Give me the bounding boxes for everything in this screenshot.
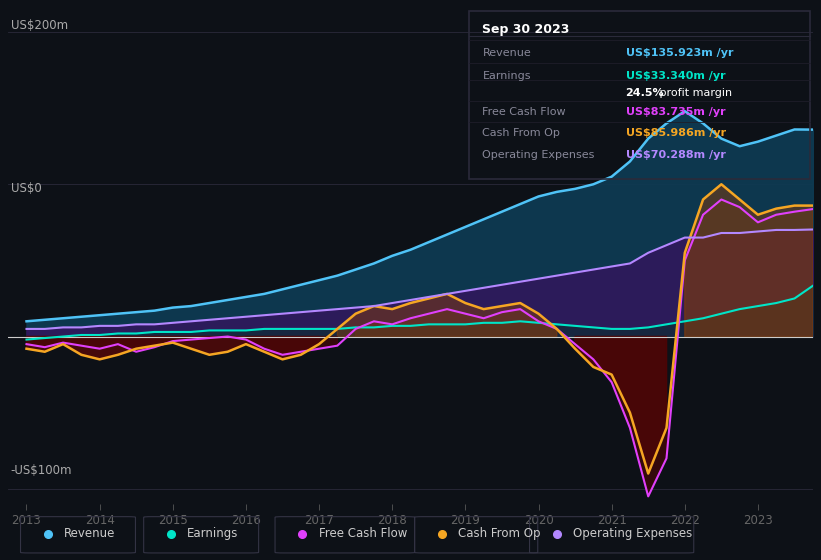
Text: Cash From Op: Cash From Op — [458, 528, 540, 540]
Text: profit margin: profit margin — [656, 88, 732, 97]
Text: Revenue: Revenue — [483, 48, 531, 58]
Text: Operating Expenses: Operating Expenses — [483, 150, 594, 160]
Text: Revenue: Revenue — [64, 528, 116, 540]
Text: Cash From Op: Cash From Op — [483, 128, 560, 138]
Text: Earnings: Earnings — [187, 528, 239, 540]
Text: US$135.923m /yr: US$135.923m /yr — [626, 48, 733, 58]
Text: US$70.288m /yr: US$70.288m /yr — [626, 150, 726, 160]
Text: Earnings: Earnings — [483, 71, 531, 81]
Text: US$83.735m /yr: US$83.735m /yr — [626, 107, 725, 117]
Text: Free Cash Flow: Free Cash Flow — [319, 528, 407, 540]
Text: US$200m: US$200m — [11, 19, 68, 32]
Text: Operating Expenses: Operating Expenses — [573, 528, 692, 540]
Text: 24.5%: 24.5% — [626, 88, 664, 97]
Text: US$33.340m /yr: US$33.340m /yr — [626, 71, 725, 81]
Text: Free Cash Flow: Free Cash Flow — [483, 107, 566, 117]
Text: Sep 30 2023: Sep 30 2023 — [483, 23, 570, 36]
Text: US$0: US$0 — [11, 182, 41, 195]
Text: -US$100m: -US$100m — [11, 464, 72, 477]
Text: US$85.986m /yr: US$85.986m /yr — [626, 128, 726, 138]
